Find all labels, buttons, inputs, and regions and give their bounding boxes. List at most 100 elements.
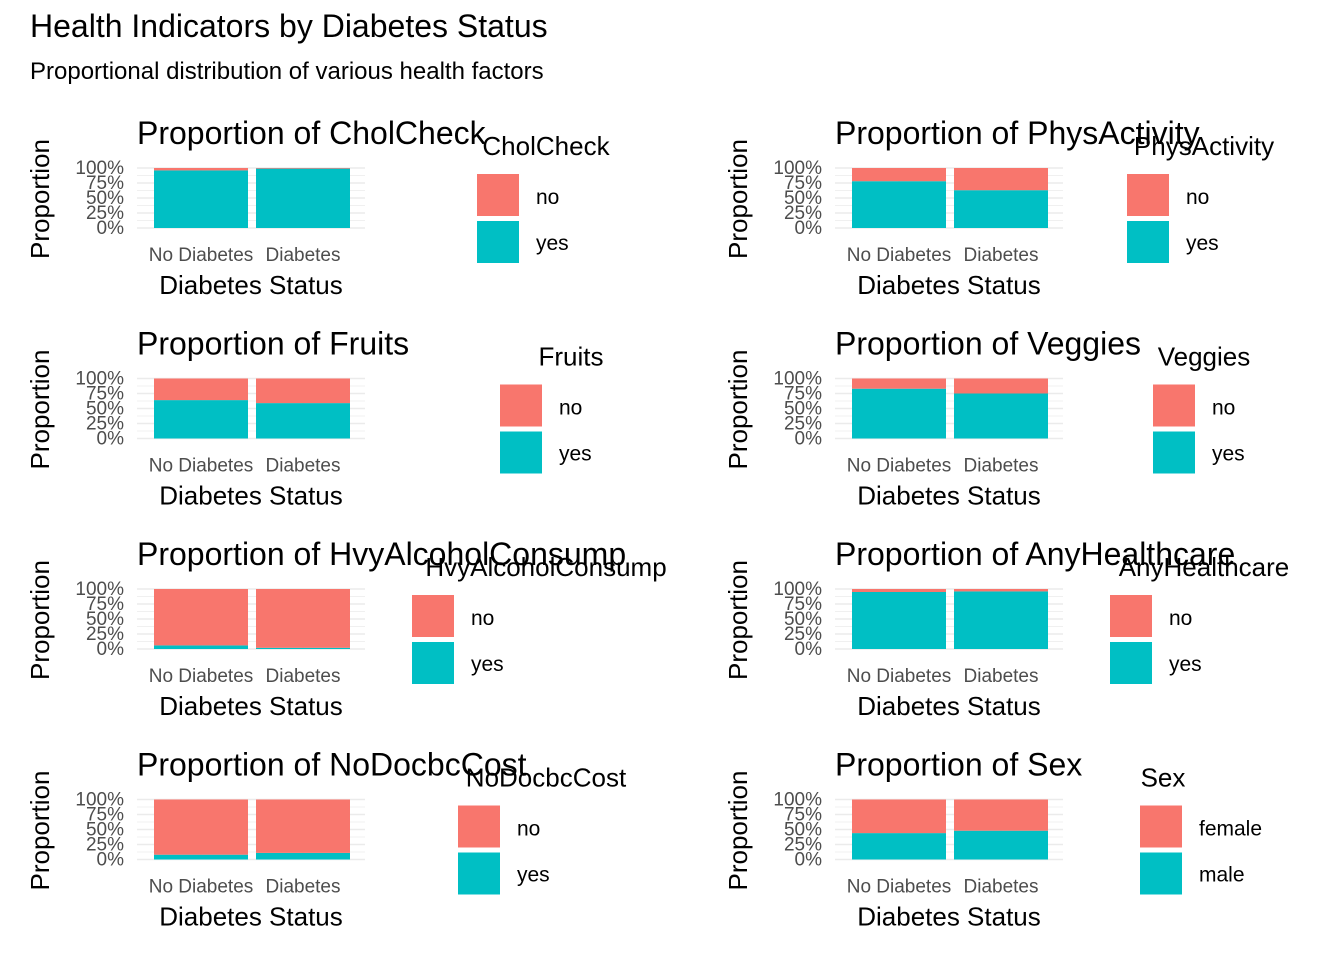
y-tick-label: 50% [86, 609, 124, 630]
legend-title: HvyAlcoholConsump [425, 552, 666, 582]
y-tick-label: 100% [773, 790, 822, 811]
bar-segment-no [954, 589, 1048, 592]
bar-segment-yes [954, 591, 1048, 649]
y-tick-label: 50% [784, 820, 822, 841]
y-tick-label: 0% [795, 218, 823, 239]
legend-key-no [1127, 174, 1169, 216]
legend-key-yes [458, 852, 500, 895]
bar-segment-no [954, 378, 1048, 394]
legend-key-yes [1153, 431, 1195, 474]
x-tick-label: Diabetes [266, 666, 341, 687]
x-tick-label: No Diabetes [149, 456, 254, 477]
legend-label: no [559, 397, 582, 420]
bar-segment-yes [852, 181, 946, 228]
legend-title: AnyHealthcare [1119, 552, 1290, 582]
bar-segment-no [954, 168, 1048, 191]
bar-segment-yes [256, 403, 350, 439]
bar-segment-no [852, 168, 946, 182]
bar-segment-no [256, 168, 350, 169]
bar-segment-yes [256, 168, 350, 228]
panel-title: Proportion of HvyAlcoholConsump [137, 536, 626, 572]
y-tick-label: 25% [86, 624, 124, 645]
legend-key-male [1140, 852, 1182, 895]
x-tick-label: Diabetes [964, 877, 1039, 898]
panel-title: Proportion of PhysActivity [835, 115, 1200, 151]
y-tick-label: 0% [795, 850, 823, 871]
panel-title: Proportion of Fruits [137, 326, 409, 362]
y-tick-label: 100% [773, 369, 822, 390]
bar-segment-female [954, 799, 1048, 831]
bar-segment-yes [256, 852, 350, 860]
bar-segment-no [154, 378, 248, 401]
y-tick-label: 75% [784, 173, 822, 194]
y-tick-label: 100% [773, 579, 822, 600]
x-axis-label: Diabetes Status [857, 270, 1041, 300]
y-axis-label: Proportion [25, 350, 55, 470]
bar-segment-female [852, 799, 946, 834]
y-tick-label: 0% [97, 850, 125, 871]
bar-segment-yes [154, 170, 248, 228]
y-tick-label: 100% [75, 369, 124, 390]
panel-title: Proportion of NoDocbcCost [137, 747, 527, 783]
bar-segment-no [256, 589, 350, 648]
y-tick-label: 0% [97, 429, 125, 450]
bar-segment-no [852, 378, 946, 389]
legend-title: CholCheck [482, 131, 610, 161]
y-tick-label: 25% [784, 203, 822, 224]
y-axis-label: Proportion [723, 771, 753, 891]
y-tick-label: 25% [86, 414, 124, 435]
legend-key-no [458, 805, 500, 848]
legend-label: yes [1212, 443, 1245, 466]
x-axis-label: Diabetes Status [159, 481, 343, 511]
y-tick-label: 50% [86, 820, 124, 841]
legend-label: no [1169, 607, 1192, 630]
y-axis-label: Proportion [25, 560, 55, 680]
y-tick-label: 0% [97, 218, 125, 239]
bar-segment-yes [154, 400, 248, 439]
y-axis-label: Proportion [723, 350, 753, 470]
y-axis-label: Proportion [723, 560, 753, 680]
legend-label: yes [559, 443, 592, 466]
x-tick-label: No Diabetes [149, 877, 254, 898]
x-axis-label: Diabetes Status [159, 691, 343, 721]
x-tick-label: Diabetes [266, 456, 341, 477]
y-tick-label: 75% [86, 594, 124, 615]
bar-segment-yes [852, 592, 946, 649]
legend-key-yes [1127, 221, 1169, 263]
y-tick-label: 100% [75, 579, 124, 600]
legend-label: yes [471, 653, 504, 676]
x-tick-label: No Diabetes [149, 666, 254, 687]
legend-key-no [1110, 595, 1152, 637]
legend-label: yes [517, 864, 550, 887]
panel-title: Proportion of Veggies [835, 326, 1141, 362]
bar-segment-yes [954, 190, 1048, 228]
legend-title: NoDocbcCost [466, 763, 627, 793]
panel-title: Proportion of CholCheck [137, 115, 487, 151]
y-tick-label: 75% [784, 384, 822, 405]
y-tick-label: 25% [784, 414, 822, 435]
legend-title: PhysActivity [1134, 131, 1274, 161]
main-title: Health Indicators by Diabetes Status [30, 8, 548, 44]
y-tick-label: 25% [784, 624, 822, 645]
bar-segment-yes [954, 393, 1048, 439]
y-axis-label: Proportion [25, 771, 55, 891]
y-tick-label: 50% [86, 188, 124, 209]
y-tick-label: 100% [75, 790, 124, 811]
y-tick-label: 0% [795, 639, 823, 660]
y-tick-label: 50% [86, 399, 124, 420]
x-axis-label: Diabetes Status [857, 691, 1041, 721]
y-tick-label: 100% [75, 158, 124, 179]
bar-segment-no [256, 799, 350, 853]
legend-title: Veggies [1158, 342, 1251, 372]
bar-segment-no [154, 589, 248, 646]
legend-label: no [517, 818, 540, 841]
panel-title: Proportion of AnyHealthcare [835, 536, 1235, 572]
legend-title: Sex [1141, 763, 1186, 793]
bar-segment-yes [154, 645, 248, 649]
legend-title: Fruits [539, 342, 604, 372]
x-tick-label: Diabetes [964, 456, 1039, 477]
x-axis-label: Diabetes Status [159, 902, 343, 932]
x-tick-label: No Diabetes [847, 877, 952, 898]
legend-label: yes [1186, 232, 1219, 255]
